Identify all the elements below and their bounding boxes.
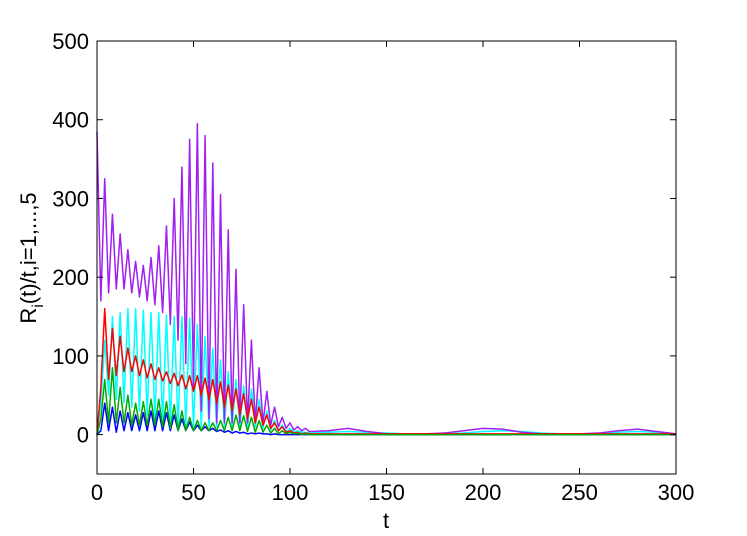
y-tick-label: 200 — [52, 265, 89, 290]
series-line — [96, 366, 676, 436]
y-label-main: R — [16, 308, 41, 324]
x-tick-label: 300 — [658, 480, 695, 505]
y-tick-label: 0 — [77, 423, 89, 448]
y-axis-label: Ri(t)/t,i=1,...,5 — [16, 192, 47, 323]
x-tick-label: 0 — [91, 480, 103, 505]
x-axis-label: t — [383, 508, 389, 533]
series-line — [96, 307, 676, 435]
x-tick-label: 50 — [181, 480, 205, 505]
y-tick-label: 300 — [52, 186, 89, 211]
x-tick-label: 150 — [368, 480, 405, 505]
x-tick-label: 250 — [561, 480, 598, 505]
x-tick-label: 200 — [465, 480, 502, 505]
x-tick-label: 100 — [272, 480, 309, 505]
y-tick-label: 400 — [52, 108, 89, 133]
y-label-rest: (t)/t,i=1,...,5 — [16, 192, 41, 304]
y-tick-label: 100 — [52, 344, 89, 369]
y-tick-label: 500 — [52, 29, 89, 54]
y-label-sub: i — [30, 304, 47, 308]
